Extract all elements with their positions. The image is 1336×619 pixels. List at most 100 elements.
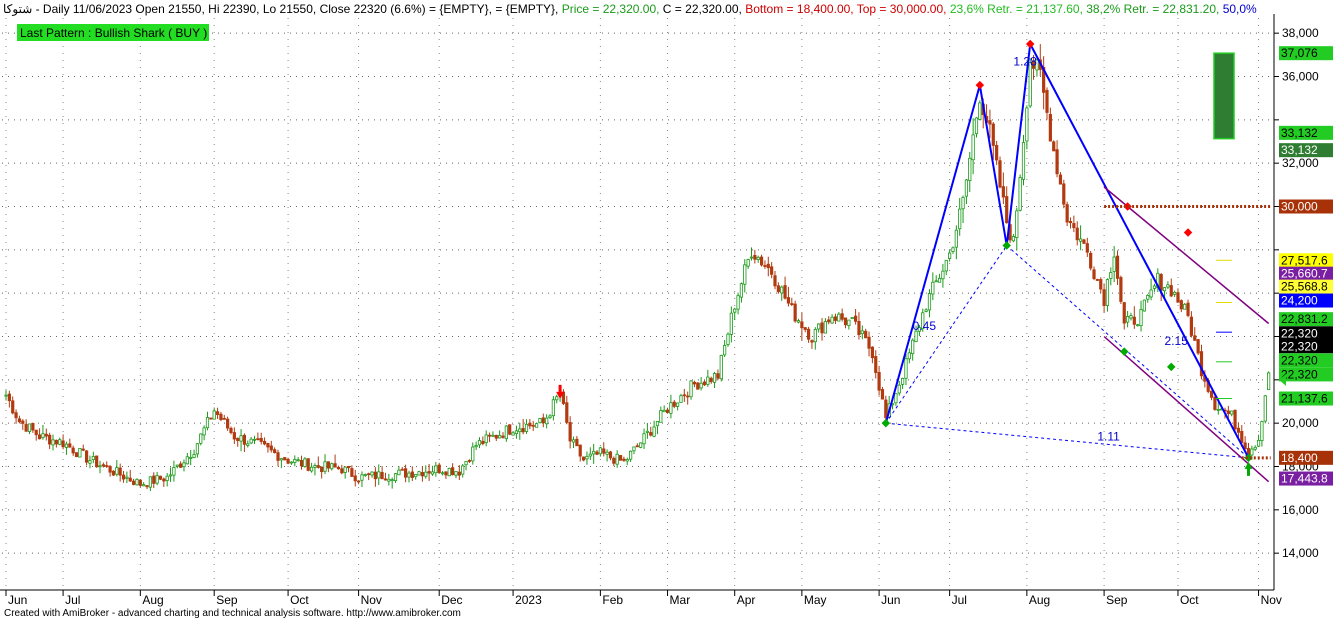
candle-body — [961, 197, 965, 210]
candle-body — [958, 208, 962, 230]
axis-price-tag-label: 33,132 — [1281, 126, 1318, 140]
header-segment-6: Top = 30,000.00, — [854, 2, 947, 16]
candle-body — [259, 437, 263, 442]
axis-price-tag — [1279, 450, 1333, 465]
candle-body — [565, 402, 569, 423]
candle-body — [904, 358, 908, 379]
candle-body — [817, 323, 821, 330]
candle-body — [692, 381, 697, 385]
axis-price-tag-label: 22,320 — [1281, 326, 1318, 340]
candle-body — [803, 327, 807, 330]
candle-body — [1005, 196, 1009, 224]
candle-body — [592, 450, 596, 455]
candle-body — [165, 475, 169, 481]
candle-body — [205, 417, 210, 429]
candle-body — [383, 478, 388, 481]
candle-body — [1018, 177, 1022, 211]
candle-body — [581, 456, 586, 461]
candle-body — [1112, 256, 1116, 272]
candle-body — [410, 471, 414, 478]
candle-body — [162, 478, 166, 482]
candle-body — [736, 295, 740, 310]
candle-body — [353, 475, 357, 482]
x-tick-label: Feb — [602, 593, 623, 607]
candle-body — [1209, 390, 1214, 398]
candle-body — [1035, 59, 1039, 71]
candle-body — [914, 330, 918, 343]
candle-body — [1015, 210, 1019, 239]
candle-body — [252, 438, 257, 441]
candle-body — [454, 471, 458, 476]
candle-body — [820, 322, 824, 334]
candle-body — [135, 478, 139, 486]
axis-price-tag-label: 22,320 — [1281, 353, 1318, 367]
candle-body — [226, 418, 230, 429]
candle-body — [424, 471, 428, 477]
candle-body — [800, 321, 804, 329]
candle-body — [64, 443, 69, 448]
candle-body — [363, 474, 367, 476]
candle-body — [948, 252, 952, 259]
candle-body — [860, 330, 864, 335]
candle-body — [612, 457, 616, 464]
candle-body — [111, 470, 116, 476]
candle-body — [823, 321, 827, 334]
candle-body — [262, 440, 267, 445]
candle-body — [937, 277, 942, 283]
current-price-pointer — [1279, 373, 1286, 386]
x-axis: Jun Jul Aug Sep Oct Nov Dec 2023 Feb Mar Apr May Jun… — [5, 590, 1282, 607]
candle-body — [786, 297, 791, 304]
candle-body — [464, 461, 468, 466]
candle-body — [756, 256, 760, 260]
candle-body — [1253, 446, 1257, 450]
candle-body — [632, 446, 636, 452]
candle-body — [716, 373, 720, 379]
candle-body — [608, 451, 613, 459]
candle-body — [541, 417, 545, 424]
candle-body — [968, 157, 972, 181]
axis-price-tag-label: 17,443.8 — [1281, 472, 1328, 486]
axis-price-tag — [1279, 339, 1333, 354]
candle-body — [907, 352, 911, 360]
candle-body — [753, 254, 757, 260]
axis-price-tag — [1279, 143, 1333, 158]
candle-body — [665, 409, 670, 413]
candle-body — [897, 384, 901, 394]
candle-body — [323, 461, 327, 472]
x-tick-label: Apr — [737, 593, 756, 607]
candle-body — [236, 437, 240, 441]
candle-body — [1089, 252, 1093, 269]
y-tick-label: 36,000 — [1282, 70, 1319, 84]
candle-body — [293, 459, 297, 463]
candle-body — [988, 120, 992, 125]
candle-body — [1122, 302, 1126, 324]
candle-body — [743, 264, 747, 285]
candle-body — [770, 266, 774, 275]
candle-body — [901, 378, 905, 385]
candle-body — [991, 123, 995, 146]
x-tick-label: Oct — [1180, 593, 1199, 607]
candle-body — [142, 484, 146, 487]
candle-body — [602, 448, 606, 454]
candle-body — [1001, 186, 1005, 198]
candle-body — [145, 485, 149, 488]
x-tick-label: Jun — [881, 593, 900, 607]
candle-body — [944, 259, 948, 272]
candle-body — [44, 433, 48, 437]
candle-body — [286, 458, 290, 464]
candle-body — [1045, 89, 1049, 113]
candle-body — [313, 465, 317, 468]
candle-body — [306, 458, 310, 471]
candle-body — [518, 428, 522, 433]
candle-body — [283, 457, 287, 461]
candle-body — [121, 474, 126, 480]
candle-body — [373, 471, 377, 480]
candle-body — [864, 330, 868, 339]
candle-body — [555, 396, 559, 401]
candle-body — [179, 463, 183, 468]
candle-body — [1267, 372, 1271, 390]
candle-body — [404, 468, 408, 478]
axis-price-tag-label: 18,400 — [1281, 451, 1318, 465]
